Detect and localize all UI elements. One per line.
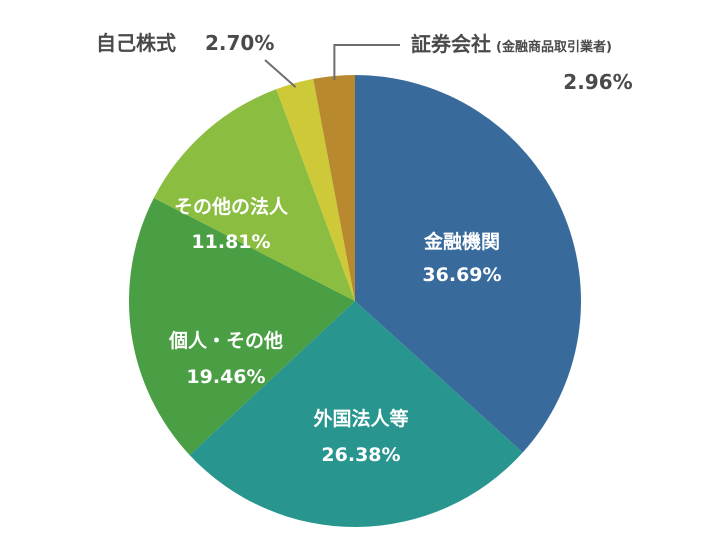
slice-kojin <box>129 198 355 455</box>
slice-value-shoken: 2.96% <box>563 70 632 94</box>
slice-label-kojin: 個人・その他 <box>168 329 283 352</box>
slice-note-shoken: (金融商品取引業者) <box>496 39 612 55</box>
leader-lines-group <box>264 44 400 88</box>
leader-line-shoken <box>333 44 400 80</box>
slice-gaikoku <box>189 301 523 528</box>
slice-value-kinyu: 36.69% <box>422 264 501 286</box>
slice-label-jiko: 自己株式 <box>96 31 176 55</box>
slice-value-gaikoku: 26.38% <box>321 444 400 466</box>
slice-kinyu <box>355 75 582 453</box>
slice-value-jiko: 2.70% <box>205 31 274 55</box>
slices-group <box>129 75 582 528</box>
slice-shoken <box>313 75 355 301</box>
slice-jiko <box>276 78 355 302</box>
slice-sonota-hojin <box>153 89 355 301</box>
slice-label-sonota-hojin: その他の法人 <box>174 195 289 218</box>
slice-label-shoken: 証券会社 <box>411 32 491 56</box>
slice-label-kinyu: 金融機関 <box>423 230 500 253</box>
leader-line-jiko <box>264 59 297 88</box>
slice-value-sonota-hojin: 11.81% <box>191 231 270 253</box>
slice-value-kojin: 19.46% <box>186 366 265 388</box>
slice-label-gaikoku: 外国法人等 <box>313 407 408 430</box>
